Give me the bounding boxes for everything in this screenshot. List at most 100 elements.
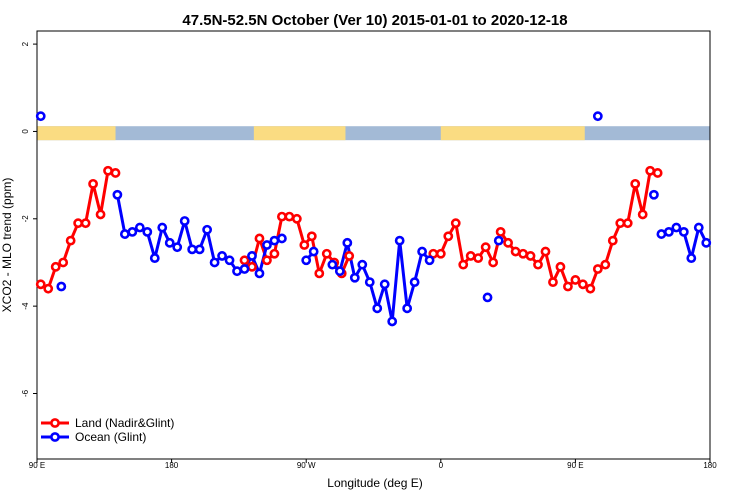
series-0-point-49: [600, 259, 611, 270]
y-axis-label: XCO2 - MLO trend (ppm): [0, 178, 14, 313]
series-0-point-1: [43, 283, 54, 294]
plot-frame: [36, 30, 711, 460]
series-1-point-40: [424, 255, 435, 266]
series-0-point-7: [88, 178, 98, 189]
series-1-point-36: [394, 235, 405, 246]
series-1-point-48: [678, 226, 689, 237]
series-0-point-45: [570, 275, 581, 285]
y-axis: 2 0 -2 -4 -6: [21, 41, 37, 397]
series-1-point-3: [119, 229, 130, 239]
series-0-line-0: [39, 169, 116, 291]
series-1-point-21: [254, 268, 265, 279]
series-0-point-44: [563, 281, 573, 292]
series-0-point-4: [65, 235, 76, 246]
series-0-point-28: [443, 231, 454, 242]
series-1-point-29: [342, 237, 353, 248]
series-1-point-46: [663, 226, 674, 237]
x-axis: 90 E 180 90 W 0 90 E 180: [29, 459, 717, 470]
series-0-point-22: [321, 248, 332, 259]
series-0-point-14: [262, 255, 272, 266]
series-0-point-50: [607, 235, 618, 246]
series-1-point-39: [417, 246, 428, 257]
series-1-point-32: [364, 277, 375, 288]
x-axis-label: Longitude (deg E): [327, 476, 422, 490]
series-0-point-36: [503, 237, 513, 248]
series-1-point-16: [217, 251, 227, 261]
legend: Land (Nadir&Glint)Ocean (Glint): [41, 416, 174, 444]
series-1-point-6: [142, 226, 153, 237]
series-0-point-43: [555, 261, 566, 272]
series-1-point-35: [387, 316, 398, 327]
series-0-point-41: [540, 246, 551, 257]
series-0-point-47: [585, 283, 596, 294]
x-tick-label-1: 180: [165, 461, 179, 470]
ocean-band: [37, 126, 710, 141]
series-1-point-10: [172, 242, 183, 253]
series-0-point-18: [291, 213, 302, 224]
series-1-point-18: [232, 266, 242, 277]
series-1-point-15: [209, 257, 220, 268]
series-0-point-39: [525, 251, 536, 261]
series-1-point-37: [402, 303, 413, 314]
x-tick-label-4: 90 E: [567, 461, 583, 470]
series-1-point-14: [202, 224, 213, 235]
x-tick-label-0: 90 E: [29, 461, 45, 470]
x-tick-label-2: 90 W: [297, 461, 316, 470]
series-0-point-21: [314, 268, 325, 279]
series-0-point-51: [615, 218, 626, 229]
series-0-point-25: [344, 251, 355, 261]
series-0-point-42: [548, 277, 558, 288]
series-0-line-2: [433, 169, 659, 291]
series-0-point-2: [50, 261, 61, 272]
series-1-point-0: [35, 111, 46, 122]
legend-marker-1: [50, 432, 60, 442]
series-lines: [39, 169, 708, 323]
series-1-point-28: [334, 266, 345, 277]
series-1-point-9: [164, 237, 175, 248]
series-0-point-34: [488, 257, 499, 268]
series-0-point-9: [103, 165, 113, 176]
series-1-point-24: [276, 233, 287, 244]
land-band-2: [440, 126, 585, 141]
series-0-point-40: [533, 259, 543, 270]
series-1-point-22: [262, 240, 272, 250]
series-1-point-42: [493, 235, 504, 246]
series-0-point-6: [80, 218, 91, 229]
series-1-point-12: [187, 244, 198, 255]
legend-label-1: Ocean (Glint): [75, 430, 146, 444]
series-1-point-47: [671, 222, 682, 233]
y-tick-label-4: -6: [21, 389, 30, 397]
land-band-1: [253, 126, 346, 141]
series-1-point-19: [239, 264, 250, 274]
series-1-point-11: [179, 216, 190, 226]
series-1-point-17: [224, 255, 235, 266]
series-1-point-31: [357, 259, 368, 270]
series-0-point-10: [110, 168, 121, 178]
series-1-point-2: [112, 189, 123, 200]
series-1-point-26: [308, 246, 319, 257]
series-1-point-8: [157, 222, 168, 233]
series-1-point-13: [194, 244, 205, 255]
series-1-point-5: [134, 222, 145, 233]
series-1-point-34: [379, 279, 390, 290]
series-1-point-20: [247, 251, 257, 261]
series-0-point-33: [480, 242, 491, 253]
series-1-point-23: [269, 235, 280, 246]
series-0-point-35: [495, 226, 506, 237]
series-1-point-51: [701, 237, 712, 248]
land-band-0: [37, 126, 116, 141]
series-0-point-8: [95, 209, 106, 220]
x-tick-label-3: 0: [439, 461, 444, 470]
chart-title: 47.5N-52.5N October (Ver 10) 2015-01-01 …: [182, 12, 567, 29]
series-1-point-30: [349, 272, 360, 283]
series-0-point-27: [435, 248, 446, 259]
series-0-point-5: [73, 218, 84, 229]
series-0-point-15: [269, 248, 280, 259]
series-0-point-48: [592, 264, 603, 274]
series-0-point-13: [254, 233, 265, 244]
series-0-point-54: [637, 209, 648, 220]
series-points: [35, 111, 712, 327]
series-1-point-49: [686, 253, 697, 264]
series-1-point-43: [592, 111, 603, 122]
